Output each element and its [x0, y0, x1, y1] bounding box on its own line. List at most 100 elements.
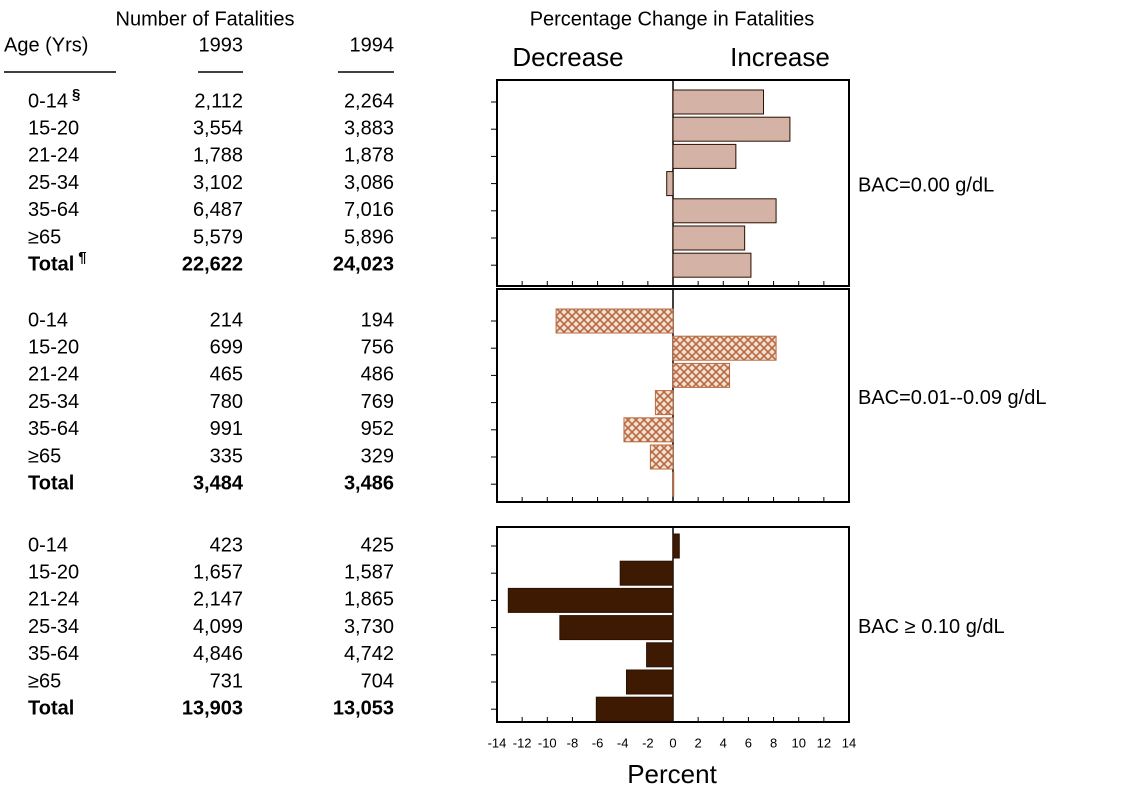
- cell-1994: 5,896: [344, 226, 394, 248]
- cell-1993: 22,622: [182, 253, 243, 275]
- bar: [672, 89, 765, 115]
- bar: [595, 696, 674, 722]
- x-tick-label: -2: [642, 735, 654, 750]
- row-label: 25-34: [28, 391, 79, 413]
- panel-label: BAC ≥ 0.10 g/dL: [858, 616, 1005, 638]
- row-label: 21-24: [28, 145, 79, 167]
- bar: [672, 225, 746, 251]
- bar: [672, 116, 791, 142]
- cell-1993: 731: [210, 670, 243, 692]
- x-tick-label: 14: [842, 735, 856, 750]
- x-tick-label: -14: [488, 735, 507, 750]
- cell-1994: 486: [361, 364, 394, 386]
- row-label: 35-64: [28, 418, 79, 440]
- x-tick-label: 0: [669, 735, 676, 750]
- x-tick-label: -6: [592, 735, 604, 750]
- cell-1994: 756: [361, 336, 394, 358]
- bar: [646, 642, 674, 668]
- bar: [507, 587, 674, 613]
- cell-1994: 7,016: [344, 199, 394, 221]
- cell-1993: 3,554: [193, 117, 243, 139]
- row-label: 0-14: [28, 90, 68, 112]
- cell-1993: 991: [210, 418, 243, 440]
- bar: [672, 362, 731, 388]
- cell-1993: 1,788: [193, 145, 243, 167]
- cell-1994: 24,023: [333, 253, 394, 275]
- cell-1993: 3,102: [193, 172, 243, 194]
- cell-1993: 6,487: [193, 199, 243, 221]
- cell-1994: 1,587: [344, 561, 394, 583]
- x-tick-label: -12: [513, 735, 532, 750]
- cell-1994: 3,086: [344, 172, 394, 194]
- cell-1994: 3,486: [344, 472, 394, 494]
- cell-1993: 3,484: [193, 472, 244, 494]
- bar: [619, 560, 674, 586]
- bar: [649, 444, 674, 470]
- row-label: ≥65: [28, 670, 61, 692]
- cell-1994: 194: [361, 309, 394, 331]
- cell-1993: 465: [210, 364, 243, 386]
- x-tick-label: 8: [770, 735, 777, 750]
- cell-1994: 769: [361, 391, 394, 413]
- cell-1994: 425: [361, 534, 394, 556]
- cell-1994: 952: [361, 418, 394, 440]
- bar: [672, 471, 675, 497]
- row-label: 15-20: [28, 561, 79, 583]
- bar: [672, 252, 752, 278]
- x-tick-label: -10: [538, 735, 557, 750]
- cell-1994: 1,865: [344, 589, 394, 611]
- cell-1994: 704: [361, 670, 394, 692]
- increase-label: Increase: [730, 42, 830, 72]
- cell-1993: 335: [210, 445, 243, 467]
- column-header: Age (Yrs): [4, 34, 88, 56]
- column-header: 1994: [350, 34, 395, 56]
- cell-1993: 5,579: [193, 226, 243, 248]
- row-label: Total: [28, 472, 74, 494]
- panel-label: BAC=0.00 g/dL: [858, 174, 994, 196]
- cell-1993: 2,112: [194, 90, 243, 112]
- bar: [672, 143, 737, 169]
- row-label: ≥65: [28, 226, 61, 248]
- cell-1994: 3,730: [344, 616, 394, 638]
- row-label: 0-14: [28, 309, 68, 331]
- x-tick-label: 12: [817, 735, 831, 750]
- cell-1993: 13,903: [182, 697, 243, 719]
- cell-1994: 13,053: [333, 697, 394, 719]
- x-tick-label: -4: [617, 735, 629, 750]
- row-label: 21-24: [28, 589, 79, 611]
- cell-1993: 2,147: [193, 589, 243, 611]
- cell-1994: 1,878: [344, 145, 394, 167]
- bar: [555, 308, 674, 334]
- x-tick-label: 2: [695, 735, 702, 750]
- bar: [672, 198, 777, 224]
- row-label: 35-64: [28, 643, 79, 665]
- footnote-marker: §: [72, 86, 80, 103]
- row-label: 0-14: [28, 534, 68, 556]
- cell-1993: 214: [210, 309, 243, 331]
- bar: [672, 533, 680, 559]
- chart-title: Percentage Change in Fatalities: [530, 8, 815, 30]
- bar: [623, 417, 674, 443]
- row-label: Total: [28, 253, 74, 275]
- x-tick-label: 6: [745, 735, 752, 750]
- cell-1993: 4,099: [193, 616, 243, 638]
- column-header: 1993: [199, 34, 244, 56]
- row-label: Total: [28, 697, 74, 719]
- cell-1994: 3,883: [344, 117, 394, 139]
- cell-1993: 780: [210, 391, 243, 413]
- row-label: 15-20: [28, 117, 79, 139]
- cell-1993: 699: [210, 336, 243, 358]
- row-label: 25-34: [28, 172, 79, 194]
- cell-1994: 2,264: [344, 90, 394, 112]
- bar: [654, 390, 674, 416]
- panel-label: BAC=0.01--0.09 g/dL: [858, 387, 1046, 409]
- cell-1993: 1,657: [193, 561, 243, 583]
- x-axis-label: Percent: [627, 759, 717, 789]
- bar: [625, 669, 674, 695]
- bar: [666, 171, 674, 197]
- footnote-marker: ¶: [78, 249, 86, 266]
- bar: [559, 615, 674, 641]
- cell-1993: 4,846: [193, 643, 243, 665]
- x-tick-label: 4: [720, 735, 727, 750]
- cell-1993: 423: [210, 534, 243, 556]
